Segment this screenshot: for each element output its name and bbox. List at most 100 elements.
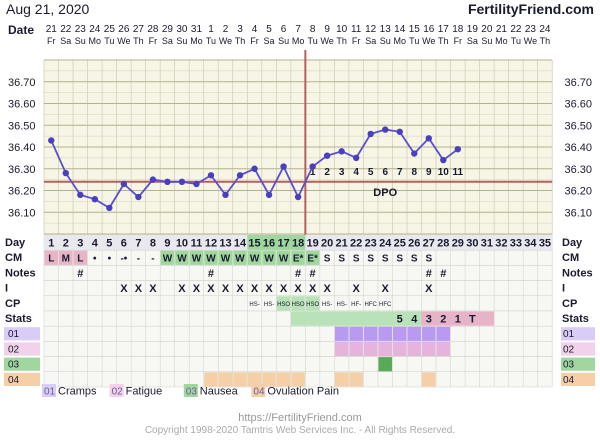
temp-point-day-17 bbox=[280, 163, 287, 170]
date-12: 1 bbox=[208, 24, 214, 35]
date-6: 26 bbox=[118, 24, 130, 35]
row-label-bg-s01 bbox=[4, 327, 40, 341]
note-day-18: # bbox=[295, 268, 301, 280]
weekday-29: Fr bbox=[454, 36, 463, 46]
row-label-right-s04: 04 bbox=[563, 375, 575, 386]
cm-cell-bg-3 bbox=[73, 250, 88, 265]
symptom-01-day-22 bbox=[349, 326, 363, 341]
cm-day-11: W bbox=[192, 254, 202, 265]
cm-day-17: W bbox=[279, 254, 289, 265]
temp-point-day-20 bbox=[323, 152, 331, 159]
row-label-right-cp: CP bbox=[562, 298, 577, 310]
date-30: 19 bbox=[467, 24, 479, 35]
temp-point-day-15 bbox=[251, 165, 258, 172]
date-17: 6 bbox=[281, 24, 287, 35]
day-number-35: 35 bbox=[539, 238, 551, 250]
legend-code-01: 01 bbox=[44, 387, 56, 398]
weekday-13: We bbox=[219, 36, 232, 46]
day-number-26: 26 bbox=[408, 238, 420, 250]
row-label-bg-s03 bbox=[4, 357, 40, 371]
y-tick-right: 36.60 bbox=[564, 99, 592, 111]
stats-day-25: 5 bbox=[397, 314, 403, 326]
cm-day-21: S bbox=[338, 254, 345, 265]
cm-day-26: S bbox=[411, 254, 418, 265]
note-day-12: # bbox=[208, 268, 214, 280]
row-s02 bbox=[43, 341, 553, 357]
cm-cell-bg-14 bbox=[233, 250, 247, 265]
symptom-01-day-23 bbox=[363, 326, 378, 341]
weekday-7: Th bbox=[133, 36, 144, 46]
weekday-26: Tu bbox=[409, 36, 419, 46]
row-label-s03: 03 bbox=[8, 360, 20, 371]
row-label-i: I bbox=[5, 283, 8, 295]
intercourse-day-20: X bbox=[323, 283, 331, 295]
symptom-01-day-28 bbox=[436, 326, 451, 341]
date-34: 23 bbox=[525, 24, 537, 35]
symptom-04-day-21 bbox=[334, 372, 349, 387]
row-label-s01: 01 bbox=[8, 329, 20, 340]
cm-day-25: S bbox=[396, 254, 403, 265]
weekday-21: Th bbox=[336, 36, 347, 46]
cm-day-8: - bbox=[151, 254, 154, 265]
weekday-6: We bbox=[117, 36, 130, 46]
date-32: 21 bbox=[496, 24, 508, 35]
cm-day-6: -• bbox=[120, 254, 127, 265]
temp-point-day-24 bbox=[382, 126, 389, 133]
cp-day-24: HFC bbox=[379, 302, 392, 308]
row-label-right-day: Day bbox=[562, 237, 583, 249]
weekday-20: We bbox=[320, 36, 333, 46]
day-number-31: 31 bbox=[481, 238, 493, 250]
cm-cell-bg-12 bbox=[204, 250, 218, 265]
day-number-21: 21 bbox=[336, 238, 348, 250]
date-9: 29 bbox=[162, 24, 174, 35]
symptom-01-day-21 bbox=[334, 326, 349, 341]
temp-point-day-14 bbox=[236, 172, 244, 179]
cp-day-18: HSO bbox=[292, 302, 305, 308]
date-31: 20 bbox=[481, 24, 493, 35]
weekday-25: Mo bbox=[393, 36, 406, 46]
day-number-33: 33 bbox=[510, 238, 522, 250]
date-35: 24 bbox=[539, 24, 551, 35]
day-number-8: 8 bbox=[150, 238, 156, 250]
date-14: 3 bbox=[237, 24, 243, 35]
cm-day-14: W bbox=[235, 254, 245, 265]
symptom-01-day-25 bbox=[392, 326, 407, 341]
chart-date: Aug 21, 2020 bbox=[6, 1, 90, 17]
temp-point-day-4 bbox=[91, 196, 99, 203]
dpo-number-10: 10 bbox=[438, 167, 450, 178]
temp-point-day-18 bbox=[294, 193, 302, 201]
day-number-16: 16 bbox=[263, 238, 275, 250]
symptom-02-day-21 bbox=[334, 341, 349, 357]
symptom-01-day-26 bbox=[407, 326, 422, 341]
day-number-13: 13 bbox=[219, 238, 231, 250]
legend-name-02: Fatigue bbox=[126, 386, 163, 398]
day-number-30: 30 bbox=[466, 238, 478, 250]
date-4: 24 bbox=[89, 24, 101, 35]
symptom-02-day-28 bbox=[436, 341, 451, 357]
temp-point-day-21 bbox=[338, 148, 345, 155]
day-number-5: 5 bbox=[106, 238, 112, 250]
legend-code-02: 02 bbox=[112, 387, 124, 398]
day-number-25: 25 bbox=[394, 238, 406, 250]
weekday-1: Fr bbox=[47, 36, 56, 46]
intercourse-day-7: X bbox=[135, 283, 143, 295]
weekday-22: Fr bbox=[352, 36, 361, 46]
weekday-33: Tu bbox=[511, 36, 521, 46]
date-25: 14 bbox=[394, 24, 406, 35]
date-24: 13 bbox=[380, 24, 392, 35]
symptom-04-day-14 bbox=[233, 372, 247, 387]
weekday-4: Mo bbox=[89, 36, 102, 46]
row-label-right-s03: 03 bbox=[563, 360, 575, 371]
cm-cell-bg-13 bbox=[218, 250, 233, 265]
symptom-02-day-27 bbox=[422, 341, 436, 357]
cm-cell-bg-1 bbox=[44, 250, 59, 265]
y-tick-right: 36.40 bbox=[564, 142, 592, 154]
date-1: 21 bbox=[46, 24, 58, 35]
row-label-cm: CM bbox=[5, 252, 22, 264]
day-number-22: 22 bbox=[350, 238, 362, 250]
day-number-27: 27 bbox=[423, 238, 435, 250]
dpo-number-3: 3 bbox=[339, 167, 345, 178]
footer-url[interactable]: https://FertilityFriend.com bbox=[238, 412, 361, 424]
temp-point-day-7 bbox=[135, 193, 142, 201]
day-number-19: 19 bbox=[306, 238, 318, 250]
